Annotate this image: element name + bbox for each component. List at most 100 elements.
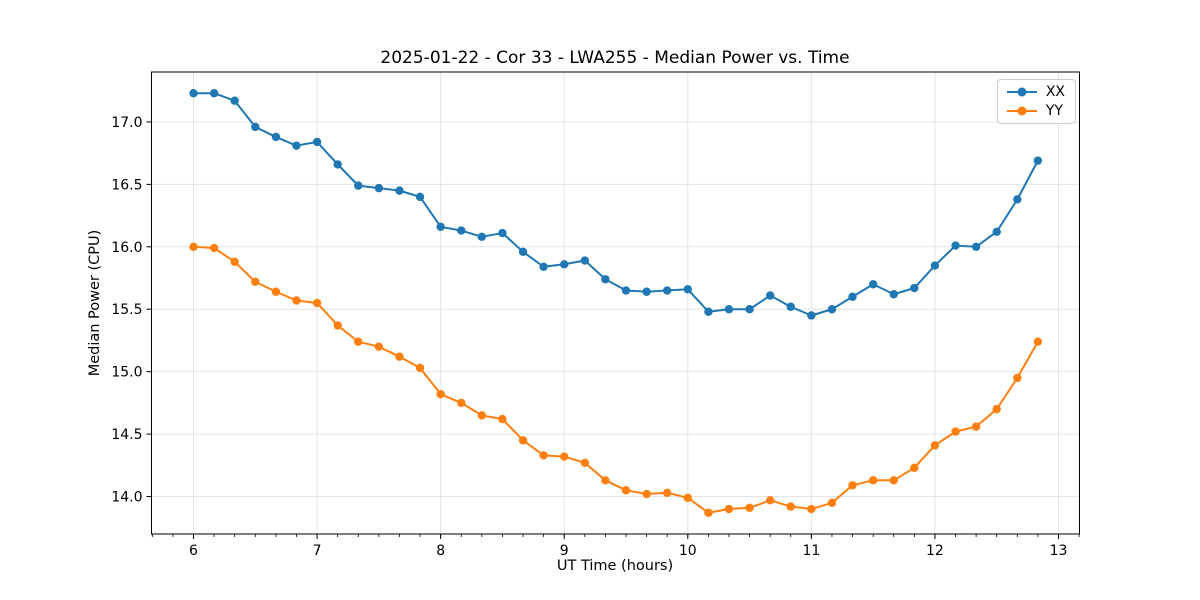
data-point-yy	[766, 496, 775, 505]
data-point-yy	[971, 422, 981, 431]
data-point-xx	[354, 181, 363, 190]
data-point-yy	[436, 389, 445, 399]
data-point-xx	[230, 96, 239, 105]
data-point-yy	[951, 427, 960, 436]
x-tick-label: 7	[313, 543, 322, 559]
y-tick-label: 14.0	[111, 490, 142, 506]
data-point-yy	[745, 503, 754, 512]
data-point-xx	[477, 232, 486, 242]
data-point-xx	[395, 186, 404, 195]
data-point-xx	[971, 242, 981, 252]
data-point-yy	[580, 458, 590, 468]
y-tick-label: 15.0	[111, 365, 142, 381]
y-tick-label: 15.5	[111, 302, 142, 318]
data-point-yy	[662, 488, 672, 497]
x-tick-label: 11	[802, 543, 820, 559]
data-point-yy	[518, 436, 528, 445]
data-point-yy	[786, 502, 795, 511]
x-axis-label: UT Time (hours)	[556, 558, 674, 574]
chart-title: 2025-01-22 - Cor 33 - LWA255 - Median Po…	[380, 48, 850, 68]
data-point-yy	[992, 404, 1001, 414]
data-point-yy	[415, 363, 425, 373]
data-point-yy	[807, 504, 816, 514]
data-point-yy	[312, 298, 322, 308]
data-point-xx	[868, 280, 878, 289]
data-point-xx	[601, 275, 610, 284]
data-point-xx	[910, 283, 919, 293]
data-point-yy	[498, 414, 507, 424]
data-point-yy	[209, 243, 219, 253]
legend-line-marker-icon	[1006, 86, 1037, 98]
x-tick-label: 10	[679, 543, 697, 559]
data-point-yy	[1013, 373, 1022, 383]
series-line-xx	[193, 92, 1039, 317]
data-point-xx	[951, 241, 960, 250]
data-point-yy	[848, 481, 857, 490]
plot-border	[151, 71, 1080, 535]
data-point-xx	[930, 261, 940, 270]
data-point-yy	[560, 452, 569, 461]
y-tick-label: 16.5	[111, 177, 142, 193]
data-point-xx	[807, 311, 816, 320]
data-point-xx	[415, 192, 425, 202]
data-point-xx	[292, 141, 301, 150]
data-point-yy	[827, 498, 837, 507]
data-point-xx	[580, 256, 590, 265]
data-point-xx	[662, 286, 672, 295]
legend-line-marker-icon	[1006, 105, 1037, 117]
data-point-yy	[642, 489, 651, 499]
x-tick-label: 13	[1050, 543, 1068, 559]
data-point-xx	[827, 305, 837, 314]
data-point-yy	[1033, 337, 1043, 346]
data-point-xx	[704, 307, 713, 316]
data-point-xx	[312, 137, 322, 147]
legend: XX YY	[996, 79, 1076, 124]
data-point-xx	[498, 228, 507, 238]
data-point-yy	[251, 277, 260, 286]
data-point-yy	[230, 257, 239, 266]
legend-entry-yy: YY	[1006, 103, 1065, 119]
data-point-xx	[374, 183, 384, 193]
data-point-xx	[436, 222, 445, 232]
data-point-xx	[683, 285, 692, 294]
x-tick-label: 6	[189, 543, 198, 559]
data-point-yy	[477, 411, 486, 420]
y-tick-label: 16.0	[111, 240, 142, 256]
data-point-xx	[724, 305, 734, 314]
data-point-yy	[292, 296, 301, 305]
data-point-xx	[1013, 195, 1022, 204]
data-point-xx	[189, 89, 198, 98]
data-point-xx	[1033, 156, 1043, 165]
data-point-xx	[209, 89, 219, 98]
data-point-yy	[457, 398, 466, 408]
data-point-yy	[271, 287, 281, 296]
data-point-xx	[271, 132, 281, 142]
data-point-xx	[642, 287, 651, 296]
data-point-yy	[539, 451, 548, 460]
data-point-yy	[930, 441, 940, 450]
data-point-yy	[683, 493, 692, 502]
data-point-xx	[766, 291, 775, 300]
legend-label: XX	[1045, 84, 1065, 100]
data-point-xx	[333, 160, 342, 169]
legend-label: YY	[1045, 103, 1063, 119]
data-point-xx	[745, 305, 754, 314]
data-point-xx	[457, 226, 466, 235]
data-point-xx	[518, 247, 528, 257]
data-point-yy	[374, 342, 384, 351]
data-point-xx	[560, 260, 569, 269]
data-point-yy	[395, 352, 404, 361]
y-axis-label: Median Power (CPU)	[87, 229, 103, 377]
data-point-yy	[621, 486, 631, 495]
x-tick-label: 12	[926, 543, 944, 559]
data-point-xx	[539, 262, 548, 271]
x-tick-label: 8	[436, 543, 445, 559]
data-point-yy	[724, 504, 734, 514]
data-point-yy	[354, 337, 363, 346]
data-point-yy	[868, 476, 878, 485]
data-point-yy	[704, 508, 713, 517]
legend-entry-xx: XX	[1006, 84, 1065, 100]
data-point-xx	[992, 227, 1001, 237]
